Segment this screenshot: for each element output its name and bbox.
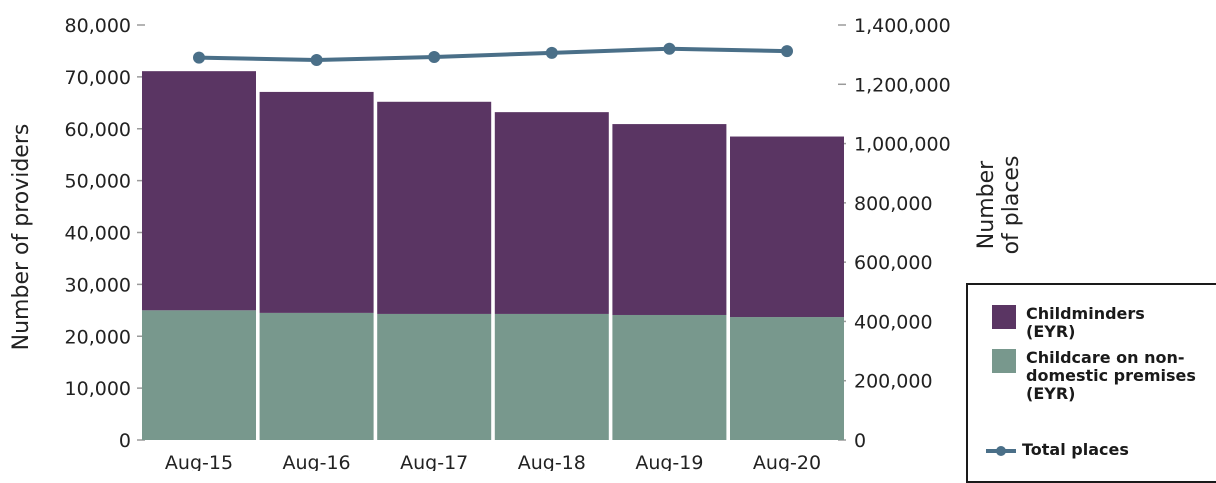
- bar-segment: [142, 71, 256, 311]
- left-tick-label: 10,000: [65, 378, 131, 400]
- legend-item-childcare: Childcare on non-domestic premises (EYR): [992, 349, 1196, 403]
- bar-segment: [612, 314, 727, 440]
- legend-line-total-places: [986, 441, 1016, 459]
- bar-segment: [142, 310, 256, 440]
- right-tick-label: 1,400,000: [854, 15, 951, 37]
- right-tick-label: 200,000: [854, 371, 933, 393]
- category-label: Aug-15: [165, 452, 233, 471]
- line-point: [428, 51, 441, 64]
- category-label: Aug-18: [518, 452, 586, 471]
- left-tick-label: 40,000: [65, 223, 131, 245]
- right-tick-label: 800,000: [854, 193, 933, 215]
- category-labels: Aug-15 Aug-16 Aug-17 Aug-18 Aug-19 Aug-20: [165, 452, 821, 471]
- legend-label-childcare: Childcare on non-domestic premises (EYR): [1026, 348, 1196, 403]
- bar-segment: [259, 91, 374, 313]
- legend-item-total-places: Total places: [986, 441, 1192, 459]
- bars: [142, 71, 844, 440]
- left-tick-label: 80,000: [65, 15, 131, 37]
- right-tick-label: 600,000: [854, 252, 933, 274]
- right-axis-title-line1: Number: [974, 160, 999, 249]
- line-point: [663, 42, 676, 55]
- left-tick-label: 70,000: [65, 67, 131, 89]
- line-path: [198, 46, 788, 62]
- left-tick-label: 50,000: [65, 171, 131, 193]
- bar-segment: [377, 313, 492, 440]
- bar-segment: [494, 313, 609, 440]
- legend-label-total-places: Total places: [1022, 440, 1129, 459]
- left-tick-label: 0: [119, 430, 131, 452]
- left-tick-label: 20,000: [65, 326, 131, 348]
- left-tick-label: 60,000: [65, 119, 131, 141]
- right-tick-label: 1,200,000: [854, 74, 951, 96]
- bar-segment: [612, 124, 727, 315]
- right-axis: 0 200,000 400,000 600,000 800,000 1,000,000 1,…: [838, 15, 951, 452]
- right-tick-label: 0: [854, 430, 866, 452]
- bar-segment: [730, 317, 844, 440]
- bar-segment: [494, 112, 609, 314]
- line-point: [545, 46, 558, 59]
- bar-segment: [259, 312, 374, 440]
- legend-label-childminders: Childminders (EYR): [1026, 304, 1145, 341]
- category-label: Aug-17: [400, 452, 468, 471]
- left-tick-label: 30,000: [65, 274, 131, 296]
- bar-segment: [377, 101, 492, 314]
- right-tick-label: 1,000,000: [854, 134, 951, 156]
- right-axis-title-line2: of places: [999, 156, 1024, 255]
- line-point: [193, 51, 205, 64]
- legend-swatch-childcare: [992, 349, 1016, 373]
- legend-swatch-childminders: [992, 305, 1016, 329]
- category-label: Aug-16: [283, 452, 351, 471]
- legend: Childminders (EYR) Childcare on non-dome…: [966, 283, 1216, 483]
- right-tick-label: 400,000: [854, 311, 933, 333]
- line-point: [310, 53, 323, 66]
- line-point: [781, 45, 793, 58]
- chart: 0 10,000 20,000 30,000 40,000 50,000 60,000 70,…: [9, 15, 1024, 471]
- left-axis: 0 10,000 20,000 30,000 40,000 50,000 60,000 70,…: [65, 15, 145, 452]
- total-places-line: [193, 42, 793, 66]
- left-axis-title: Number of providers: [9, 124, 34, 351]
- category-label: Aug-20: [753, 452, 821, 471]
- bar-segment: [730, 136, 844, 318]
- legend-item-childminders: Childminders (EYR): [992, 305, 1196, 341]
- category-label: Aug-19: [635, 452, 703, 471]
